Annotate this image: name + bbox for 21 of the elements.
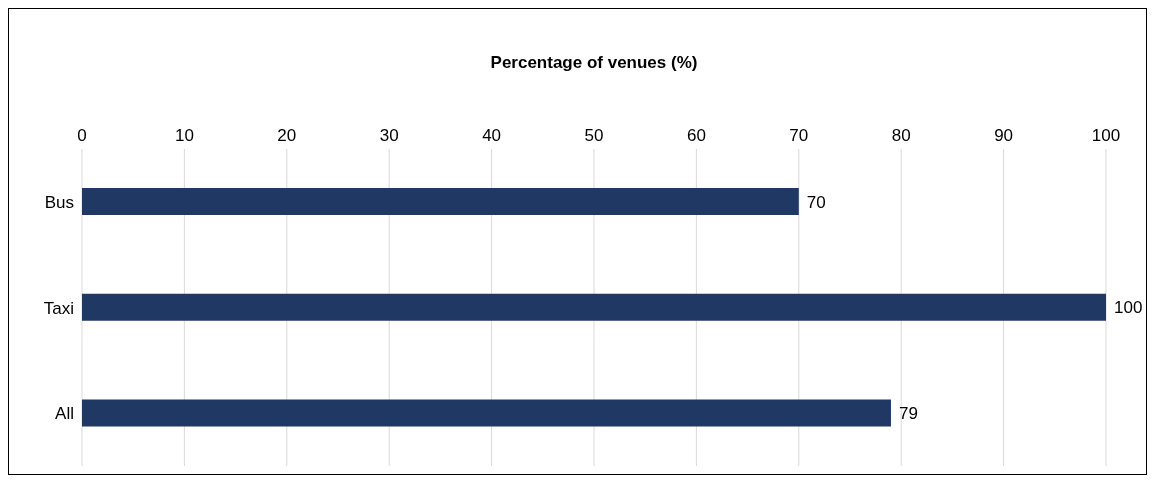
bar xyxy=(82,293,1106,321)
x-tick-label: 20 xyxy=(277,126,297,145)
bar xyxy=(82,188,799,216)
x-tick-label: 10 xyxy=(174,126,194,145)
x-tick-label: 90 xyxy=(994,126,1014,145)
data-label: 70 xyxy=(806,192,826,212)
x-tick-label: 40 xyxy=(482,126,502,145)
x-axis-title: Percentage of venues (%) xyxy=(489,53,699,73)
data-label: 100 xyxy=(1114,298,1143,318)
bar xyxy=(82,399,891,427)
y-tick-label: Taxi xyxy=(43,298,74,318)
x-tick-label: 50 xyxy=(584,126,604,145)
x-tick-label: 100 xyxy=(1091,126,1121,145)
x-tick-label: 70 xyxy=(789,126,809,145)
x-tick-label: 60 xyxy=(686,126,706,145)
x-tick-label: 0 xyxy=(77,126,87,145)
data-label: 79 xyxy=(898,403,918,423)
y-tick-label: All xyxy=(55,404,74,424)
x-tick-label: 30 xyxy=(379,126,399,145)
y-tick-label: Bus xyxy=(44,192,74,212)
x-tick-label: 80 xyxy=(891,126,911,145)
